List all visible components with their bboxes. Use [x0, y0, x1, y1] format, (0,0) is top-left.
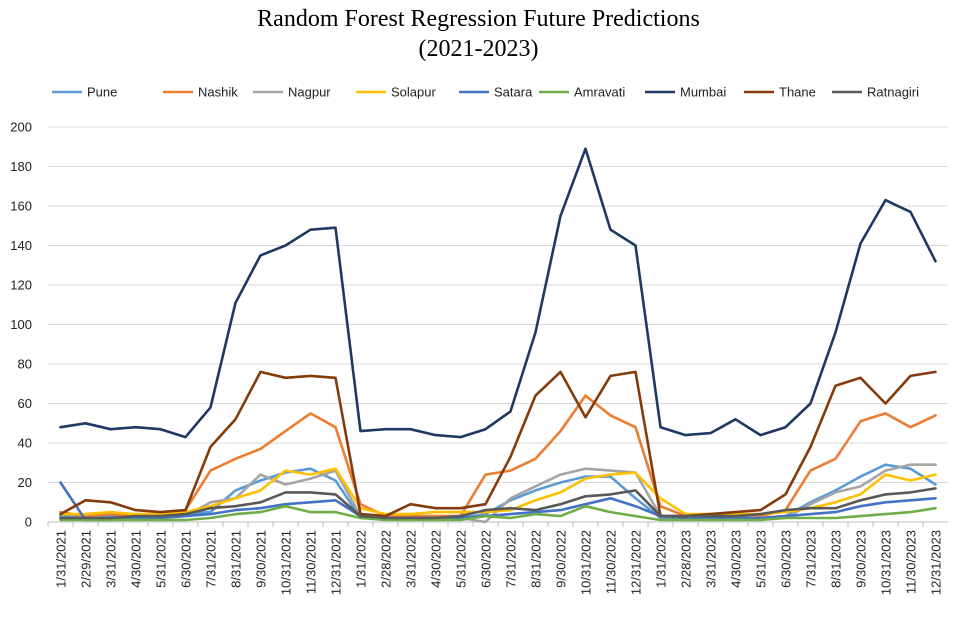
- x-tick-label: 8/31/2021: [229, 530, 244, 588]
- x-tick-label: 2/29/2021: [79, 530, 94, 588]
- x-tick-label: 7/31/2021: [204, 530, 219, 588]
- y-tick-label: 40: [18, 436, 32, 451]
- series-lines: [59, 147, 937, 524]
- x-tick-label: 11/30/2021: [304, 530, 319, 594]
- x-tick-label: 7/31/2023: [804, 530, 819, 588]
- legend-item-ratnagiri: Ratnagiri: [832, 85, 919, 100]
- x-tick-label: 6/30/2021: [179, 530, 194, 588]
- legend-item-nagpur: Nagpur: [253, 85, 331, 100]
- chart-title: Random Forest Regression Future Predicti…: [257, 6, 700, 32]
- x-tick-label: 1/31/2022: [354, 530, 369, 588]
- x-tick-label: 5/31/2023: [754, 530, 769, 588]
- legend-label: Satara: [494, 85, 533, 100]
- legend-item-thane: Thane: [744, 85, 816, 100]
- legend-label: Thane: [779, 85, 816, 100]
- legend-item-pune: Pune: [52, 85, 117, 100]
- legend-label: Nashik: [198, 85, 238, 100]
- series-line-solapur: [59, 467, 937, 516]
- series-line-nashik: [59, 394, 937, 518]
- series-line-mumbai: [59, 147, 937, 439]
- y-tick-label: 160: [10, 199, 32, 214]
- legend-item-mumbai: Mumbai: [645, 85, 726, 100]
- x-tick-label: 3/31/2022: [404, 530, 419, 588]
- gridlines: [48, 126, 948, 483]
- x-tick-label: 2/28/2023: [679, 530, 694, 588]
- legend-item-solapur: Solapur: [356, 85, 436, 100]
- x-tick-label: 9/30/2021: [254, 530, 269, 588]
- x-tick-label: 4/30/2021: [129, 530, 144, 588]
- chart-subtitle: (2021-2023): [418, 36, 539, 62]
- x-axis: 1/31/2021 2/29/2021 3/31/2021 4/30/2021 5/31…: [47, 521, 948, 595]
- legend-label: Amravati: [574, 85, 625, 100]
- x-tick-label: 1/31/2021: [54, 530, 69, 588]
- legend-label: Ratnagiri: [867, 85, 919, 100]
- y-tick-label: 0: [25, 515, 32, 530]
- legend-label: Solapur: [391, 85, 436, 100]
- series-line-pune: [59, 463, 937, 520]
- x-tick-label: 11/30/2023: [904, 530, 919, 594]
- y-tick-label: 120: [10, 278, 32, 293]
- y-tick-label: 140: [10, 238, 32, 253]
- x-tick-label: 6/30/2023: [779, 530, 794, 588]
- x-tick-label: 6/30/2022: [479, 530, 494, 588]
- series-line-amravati: [59, 504, 937, 522]
- x-tick-label: 8/31/2022: [529, 530, 544, 588]
- x-tick-label: 10/31/2022: [579, 530, 594, 595]
- y-axis: 0 20 40 60 80 100 120 140 160 180 200: [10, 120, 32, 530]
- x-tick-label: 10/31/2021: [279, 530, 294, 595]
- x-tick-label: 1/31/2023: [654, 530, 669, 588]
- y-tick-label: 100: [10, 317, 32, 332]
- x-tick-label: 5/31/2021: [154, 530, 169, 588]
- x-tick-label: 7/31/2022: [504, 530, 519, 588]
- x-tick-label: 9/30/2022: [554, 530, 569, 588]
- series-line-ratnagiri: [59, 487, 937, 520]
- x-tick-label: 9/30/2023: [854, 530, 869, 588]
- x-tick-label: 11/30/2022: [604, 530, 619, 594]
- x-tick-label: 12/31/2021: [329, 530, 344, 595]
- y-tick-label: 60: [18, 396, 32, 411]
- x-tick-label: 5/31/2022: [454, 530, 469, 588]
- x-tick-label: 4/30/2022: [429, 530, 444, 588]
- legend-item-satara: Satara: [459, 85, 533, 100]
- x-tick-label: 10/31/2023: [879, 530, 894, 595]
- y-tick-label: 20: [18, 475, 32, 490]
- x-tick-label: 3/31/2023: [704, 530, 719, 588]
- x-tick-label: 8/31/2023: [829, 530, 844, 588]
- x-tick-label: 3/31/2021: [104, 530, 119, 588]
- x-tick-label: 12/31/2022: [629, 530, 644, 595]
- y-tick-label: 200: [10, 120, 32, 135]
- series-line-satara: [59, 481, 937, 522]
- legend-label: Mumbai: [680, 85, 726, 100]
- x-tick-label: 12/31/2023: [929, 530, 944, 595]
- series-line-thane: [59, 370, 937, 518]
- x-tick-label: 4/30/2023: [729, 530, 744, 588]
- x-tick-label: 2/28/2022: [379, 530, 394, 588]
- legend-item-amravati: Amravati: [539, 85, 625, 100]
- legend-label: Nagpur: [288, 85, 331, 100]
- y-tick-label: 180: [10, 159, 32, 174]
- legend-label: Pune: [87, 85, 117, 100]
- legend: Pune Nashik Nagpur Solapur Satara Amravati Mum…: [52, 85, 919, 100]
- y-tick-label: 80: [18, 357, 32, 372]
- legend-item-nashik: Nashik: [163, 85, 238, 100]
